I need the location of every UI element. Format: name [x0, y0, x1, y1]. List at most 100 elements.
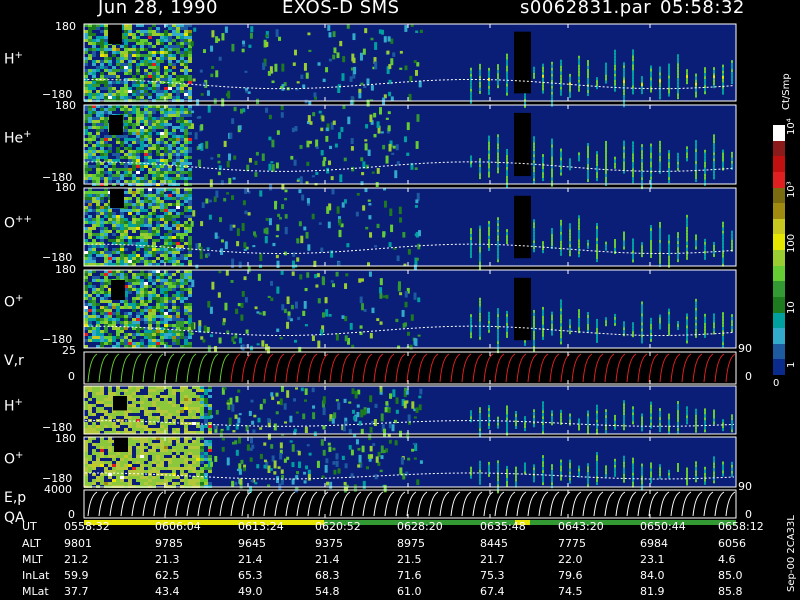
spectrogram-cell	[100, 117, 104, 120]
spectrogram-cell	[223, 140, 227, 147]
spectrogram-cell	[650, 323, 652, 327]
spectrogram-cell	[152, 174, 156, 177]
spectrogram-cell	[506, 238, 508, 242]
spectrogram-cell	[84, 194, 88, 197]
spectrogram-cell	[156, 177, 160, 180]
spectrogram-cell	[128, 144, 132, 147]
spectrogram-cell	[160, 245, 164, 248]
spectrogram-cell	[160, 327, 164, 330]
panel-label-vr: V,r	[4, 353, 24, 369]
spectrogram-cell	[152, 419, 156, 422]
spectrogram-cell	[136, 470, 140, 473]
spectrogram-cell	[237, 303, 241, 307]
spectrogram-cell	[695, 140, 697, 144]
spectrogram-cell	[275, 162, 279, 169]
spectrogram-cell	[96, 336, 100, 339]
spectrogram-cell	[124, 248, 128, 251]
spectrogram-cell	[267, 418, 271, 423]
spectrogram-cell	[695, 91, 697, 95]
spectrogram-cell	[578, 318, 580, 322]
spectrogram-cell	[207, 105, 211, 113]
spectrogram-cell	[470, 76, 472, 80]
spectrogram-cell	[140, 455, 144, 458]
spectrogram-cell	[542, 422, 544, 426]
spectrogram-cell	[100, 392, 104, 395]
spectrogram-cell	[176, 407, 180, 410]
spectrogram-cell	[88, 24, 92, 27]
spectrogram-cell	[136, 458, 140, 461]
spectrogram-cell	[144, 254, 148, 257]
spectrogram-cell	[596, 333, 598, 337]
spectrogram-cell	[560, 409, 562, 413]
spectrogram-cell	[156, 437, 160, 440]
spectrogram-cell	[551, 76, 553, 80]
spectrogram-cell	[84, 90, 88, 93]
spectrogram-cell	[124, 200, 128, 203]
spectrogram-cell	[88, 407, 92, 410]
spectrogram-cell	[587, 90, 589, 94]
spectrogram-cell	[267, 419, 271, 428]
spectrogram-cell	[140, 221, 144, 224]
spectrogram-cell	[192, 392, 196, 395]
spectrogram-cell	[120, 224, 124, 227]
spectrogram-cell	[172, 221, 176, 224]
spectrogram-cell	[136, 389, 140, 392]
spectrogram-cell	[176, 342, 180, 345]
spectrogram-cell	[148, 321, 152, 324]
spectrogram-cell	[160, 200, 164, 203]
spectrogram-cell	[148, 45, 152, 48]
spectrogram-cell	[587, 416, 589, 420]
spectrogram-cell	[132, 440, 136, 443]
spectrogram-cell	[184, 288, 188, 291]
spectrogram-cell	[311, 213, 315, 220]
spectrogram-cell	[704, 325, 706, 329]
spectrogram-cell	[605, 320, 607, 324]
spectrogram-cell	[578, 245, 580, 249]
spectrogram-cell	[623, 155, 625, 159]
spectrogram-cell	[641, 319, 643, 323]
spectrogram-cell	[271, 139, 275, 148]
spectrogram-cell	[112, 159, 116, 162]
spectrogram-cell	[132, 416, 136, 419]
spectrogram-cell	[695, 167, 697, 171]
spectrogram-cell	[152, 159, 156, 162]
spectrogram-cell	[184, 416, 188, 419]
spectrogram-cell	[560, 243, 562, 247]
spectrogram-cell	[140, 419, 144, 422]
spectrogram-cell	[668, 308, 670, 312]
spectrogram-cell	[360, 428, 364, 435]
spectrogram-cell	[108, 239, 112, 242]
spectrogram-cell	[328, 32, 332, 38]
spectrogram-cell	[470, 413, 472, 417]
spectrogram-cell	[208, 395, 212, 398]
spectrogram-cell	[515, 419, 517, 423]
spectrogram-cell	[497, 347, 499, 351]
spectrogram-cell	[140, 327, 144, 330]
spectrogram-cell	[120, 168, 124, 171]
spectrogram-cell	[204, 422, 208, 425]
spectrogram-cell	[650, 83, 652, 87]
spectrogram-cell	[222, 318, 226, 323]
spectrogram-cell	[100, 389, 104, 392]
spectrogram-cell	[275, 235, 279, 238]
spectrogram-cell	[176, 138, 180, 141]
spectrogram-cell	[414, 70, 418, 76]
spectrogram-cell	[100, 197, 104, 200]
spectrogram-cell	[128, 90, 132, 93]
spectrogram-cell	[641, 304, 643, 308]
spectrogram-cell	[695, 173, 697, 177]
spectrogram-cell	[144, 48, 148, 51]
spectrogram-cell	[144, 476, 148, 479]
spectrogram-cell	[245, 87, 249, 91]
spectrogram-cell	[96, 159, 100, 162]
spectrogram-cell	[289, 415, 293, 423]
spectrogram-cell	[96, 215, 100, 218]
spectrogram-cell	[108, 416, 112, 419]
spectrogram-cell	[172, 254, 176, 257]
spectrogram-cell	[632, 85, 634, 89]
spectrogram-cell	[112, 153, 116, 156]
spectrogram-cell	[300, 74, 304, 79]
spectrogram-cell	[96, 81, 100, 84]
spectrogram-cell	[415, 407, 419, 413]
spectrogram-cell	[140, 398, 144, 401]
